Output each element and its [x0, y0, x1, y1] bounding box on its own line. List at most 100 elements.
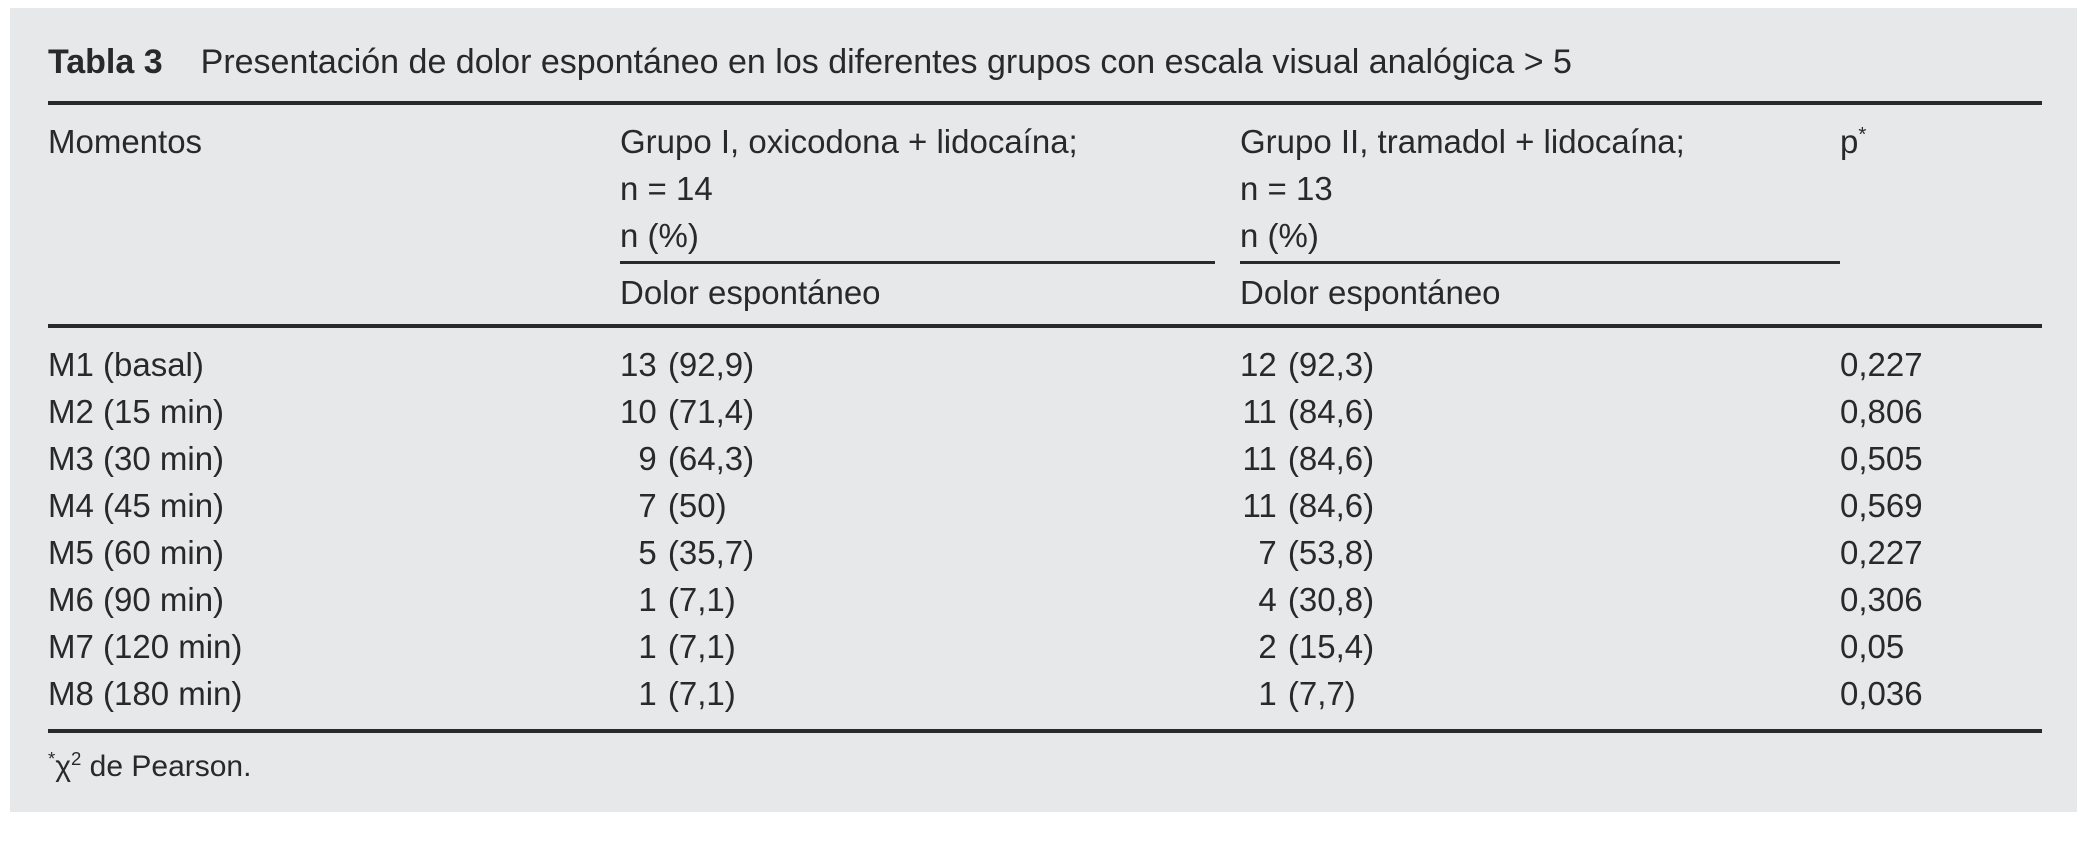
grupo2-cell: 11 (84,6) [1240, 435, 1840, 482]
grupo1-count: 13 [620, 346, 657, 383]
table-caption: Tabla 3 Presentación de dolor espontáneo … [48, 8, 2042, 84]
header-grupo1-line1: Grupo I, oxicodona + lidocaína; [620, 123, 1078, 160]
grupo1-percent: (71,4) [667, 393, 755, 430]
rule-top [48, 101, 2042, 105]
momento-cell: M7 (120 min) [48, 628, 243, 665]
rule-body-bottom [48, 729, 2042, 733]
p-value-cell: 0,05 [1840, 628, 1905, 665]
grupo2-count: 1 [1258, 675, 1277, 712]
grupo2-percent: (84,6) [1287, 487, 1375, 524]
header-p-asterisk: * [1858, 123, 1867, 146]
grupo2-percent: (7,7) [1287, 675, 1356, 712]
table-footnote: *χ2 de Pearson. [48, 747, 2042, 787]
table-row: M2 (15 min) 10 (71,4) 11 (84,6) 0,806 [48, 388, 2042, 435]
header-grupo1-line2: n = 14 [620, 170, 713, 207]
table-row: M4 (45 min) 7 (50) 11 (84,6) 0,569 [48, 482, 2042, 529]
grupo1-cell: 1 (7,1) [620, 576, 1240, 623]
header-p-label: p [1840, 123, 1859, 160]
grupo2-cell: 7 (53,8) [1240, 529, 1840, 576]
momento-cell: M1 (basal) [48, 346, 204, 383]
grupo2-cell: 11 (84,6) [1240, 388, 1840, 435]
table-row: M8 (180 min) 1 (7,1) 1 (7,7) 0,036 [48, 670, 2042, 717]
table-row: M7 (120 min) 1 (7,1) 2 (15,4) 0,05 [48, 623, 2042, 670]
grupo1-cell: 5 (35,7) [620, 529, 1240, 576]
grupo1-percent: (7,1) [667, 628, 736, 665]
grupo2-cell: 12 (92,3) [1240, 341, 1840, 388]
p-value-cell: 0,227 [1840, 346, 1923, 383]
header-grupo2-line1: Grupo II, tramadol + lidocaína; [1240, 123, 1685, 160]
p-value-cell: 0,036 [1840, 675, 1923, 712]
grupo2-count: 2 [1258, 628, 1277, 665]
grupo1-count: 9 [638, 440, 657, 477]
grupo1-count: 1 [638, 628, 657, 665]
header-grupo1-subhead: Dolor espontáneo [620, 274, 881, 311]
header-grupo1-line3: n (%) [620, 217, 699, 254]
grupo2-percent: (84,6) [1287, 440, 1375, 477]
rule-grupo2-subheader [1240, 261, 1840, 264]
table-body: M1 (basal) 13 (92,9) 12 (92,3) 0,227 M2 (1… [48, 328, 2042, 729]
grupo1-cell: 13 (92,9) [620, 341, 1240, 388]
footnote-text: de Pearson. [81, 750, 252, 783]
rule-header-bottom [48, 324, 2042, 328]
header-momentos: Momentos [48, 123, 203, 160]
rule-grupo1-subheader [620, 261, 1216, 264]
grupo1-cell: 9 (64,3) [620, 435, 1240, 482]
grupo2-count: 11 [1242, 487, 1277, 524]
grupo2-count: 7 [1258, 534, 1277, 571]
grupo1-cell: 7 (50) [620, 482, 1240, 529]
grupo2-percent: (15,4) [1287, 628, 1375, 665]
p-value-cell: 0,569 [1840, 487, 1923, 524]
grupo1-cell: 10 (71,4) [620, 388, 1240, 435]
grupo2-count: 12 [1240, 346, 1277, 383]
p-value-cell: 0,227 [1840, 534, 1923, 571]
header-grupo2-subhead: Dolor espontáneo [1240, 274, 1501, 311]
grupo1-count: 1 [638, 581, 657, 618]
table-header: Momentos Grupo I, oxicodona + lidocaína;… [48, 105, 2042, 324]
momento-cell: M4 (45 min) [48, 487, 225, 524]
grupo1-percent: (50) [667, 487, 727, 524]
grupo1-cell: 1 (7,1) [620, 623, 1240, 670]
header-grupo2: Grupo II, tramadol + lidocaína; n = 13 n… [1240, 118, 1840, 316]
grupo2-count: 11 [1242, 440, 1277, 477]
grupo1-percent: (92,9) [667, 346, 755, 383]
grupo1-percent: (7,1) [667, 675, 736, 712]
grupo1-percent: (35,7) [667, 534, 755, 571]
grupo1-count: 1 [638, 675, 657, 712]
header-p: p* [1840, 118, 2042, 316]
p-value-cell: 0,806 [1840, 393, 1923, 430]
table-row: M3 (30 min) 9 (64,3) 11 (84,6) 0,505 [48, 435, 2042, 482]
header-grupo2-line3: n (%) [1240, 217, 1319, 254]
header-grupo1: Grupo I, oxicodona + lidocaína; n = 14 n… [620, 118, 1240, 316]
grupo1-percent: (7,1) [667, 581, 736, 618]
grupo2-count: 4 [1258, 581, 1277, 618]
momento-cell: M6 (90 min) [48, 581, 225, 618]
grupo2-cell: 4 (30,8) [1240, 576, 1840, 623]
table-row: M1 (basal) 13 (92,9) 12 (92,3) 0,227 [48, 341, 2042, 388]
grupo2-percent: (53,8) [1287, 534, 1375, 571]
grupo2-percent: (84,6) [1287, 393, 1375, 430]
momento-cell: M3 (30 min) [48, 440, 225, 477]
grupo1-count: 5 [638, 534, 657, 571]
footnote-asterisk: * [48, 748, 56, 769]
grupo2-percent: (30,8) [1287, 581, 1375, 618]
table-row: M5 (60 min) 5 (35,7) 7 (53,8) 0,227 [48, 529, 2042, 576]
grupo1-count: 10 [620, 393, 657, 430]
table-label: Tabla 3 [48, 43, 163, 81]
p-value-cell: 0,306 [1840, 581, 1923, 618]
footnote-chi-symbol: χ [55, 750, 71, 783]
p-value-cell: 0,505 [1840, 440, 1923, 477]
grupo2-cell: 1 (7,7) [1240, 670, 1840, 717]
momento-cell: M5 (60 min) [48, 534, 225, 571]
momento-cell: M2 (15 min) [48, 393, 225, 430]
grupo2-cell: 2 (15,4) [1240, 623, 1840, 670]
grupo2-count: 11 [1242, 393, 1277, 430]
grupo1-count: 7 [638, 487, 657, 524]
grupo1-percent: (64,3) [667, 440, 755, 477]
table-panel: Tabla 3 Presentación de dolor espontáneo … [10, 8, 2077, 812]
grupo1-cell: 1 (7,1) [620, 670, 1240, 717]
momento-cell: M8 (180 min) [48, 675, 243, 712]
grupo2-percent: (92,3) [1287, 346, 1375, 383]
table-title: Presentación de dolor espontáneo en los … [200, 43, 1572, 81]
footnote-exponent: 2 [71, 748, 82, 769]
